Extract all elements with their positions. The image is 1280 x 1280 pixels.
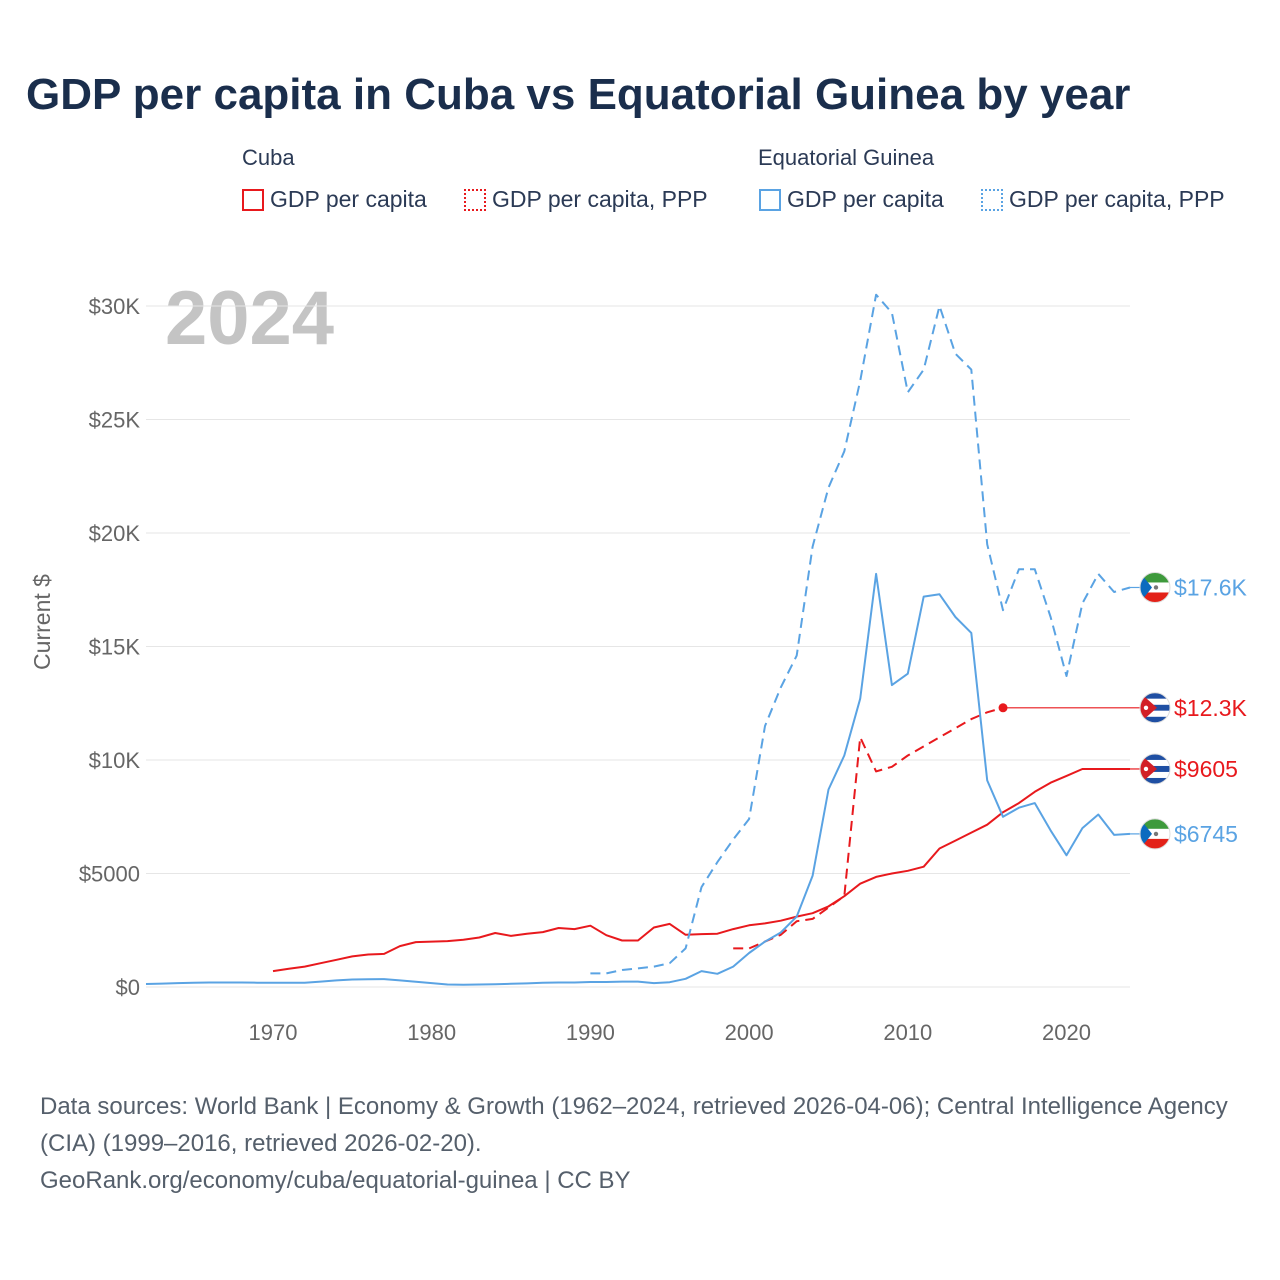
flag-border <box>1139 692 1171 724</box>
flag-triangle <box>1140 753 1157 784</box>
legend-swatch-dotted-red <box>464 188 486 211</box>
y-tick-label: $0 <box>116 975 140 1000</box>
legend-label: GDP per capita, PPP <box>1009 186 1225 212</box>
flag-star <box>1143 705 1149 710</box>
flag-body <box>1140 818 1170 849</box>
flag-triangle <box>1140 572 1152 603</box>
flag-emblem <box>1153 585 1159 590</box>
legend-label: GDP per capita <box>787 186 944 212</box>
flag-stripe <box>1140 692 1170 699</box>
legend-swatch-dotted-blue <box>981 188 1003 211</box>
flag-body <box>1140 692 1170 723</box>
legend-item-eg-gdp-ppp[interactable]: GDP per capita, PPP <box>981 186 1225 213</box>
chart-title: GDP per capita in Cuba vs Equatorial Gui… <box>26 70 1131 119</box>
x-tick-label: 2010 <box>883 1020 932 1045</box>
flag-stripe <box>1140 753 1170 760</box>
series-layer <box>145 293 1131 986</box>
series-line-0 <box>272 768 1130 973</box>
y-tick-label: $20K <box>89 521 141 546</box>
series-end-label: $6745 <box>1174 821 1238 847</box>
series-line-1 <box>733 706 1004 950</box>
grid-layer <box>146 305 1130 988</box>
legend-group-equatorial-guinea: Equatorial Guinea <box>758 145 935 170</box>
y-tick-label: $15K <box>89 635 141 660</box>
flag-stripe <box>1140 704 1170 711</box>
flag-stripe <box>1140 572 1170 583</box>
legend-label: GDP per capita, PPP <box>492 186 708 212</box>
flag-border <box>1139 753 1171 785</box>
flag-stripe <box>1140 828 1170 839</box>
flag-triangle <box>1140 692 1157 723</box>
x-tick-label: 1970 <box>248 1020 297 1045</box>
x-tick-label: 1990 <box>566 1020 615 1045</box>
x-tick-label: 1980 <box>407 1020 456 1045</box>
flag-body <box>1140 753 1170 784</box>
series-line-2 <box>145 572 1131 986</box>
equatorial-guinea-flag-icon <box>1139 818 1171 850</box>
attribution: GeoRank.org/economy/cuba/equatorial-guin… <box>40 1167 631 1194</box>
flag-stripe <box>1140 698 1170 705</box>
flag-stripe <box>1140 771 1170 778</box>
axis-layer: $0 $5000 $10K $15K $20K $25K $30K 1970 1980 1990 2… <box>79 294 1091 1045</box>
flag-border <box>1139 818 1171 850</box>
flag-stripe <box>1140 592 1170 603</box>
flag-stripe <box>1140 759 1170 766</box>
footer: Data sources: World Bank | Economy & Gro… <box>40 1088 1240 1199</box>
flag-emblem <box>1153 831 1159 837</box>
y-tick-label: $30K <box>89 294 141 319</box>
series-end-label: $12.3K <box>1174 695 1248 721</box>
y-tick-label: $25K <box>89 408 141 433</box>
legend-swatch-solid-blue <box>759 188 781 211</box>
legend-label: GDP per capita <box>270 186 427 212</box>
series-end-label: $9605 <box>1174 756 1238 782</box>
series-line-3 <box>590 293 1131 975</box>
flag-stripe <box>1140 818 1170 829</box>
flag-stripe <box>1140 710 1170 717</box>
flag-border <box>1139 571 1171 603</box>
cuba-flag-icon <box>1139 692 1171 724</box>
y-tick-label: $5000 <box>79 862 140 887</box>
flag-star <box>1143 766 1149 772</box>
flag-stripe <box>1140 777 1170 784</box>
y-tick-label: $10K <box>89 748 141 773</box>
cuba-flag-icon <box>1139 753 1171 785</box>
flag-stripe <box>1140 838 1170 849</box>
flag-stripe <box>1140 765 1170 772</box>
legend-swatch-solid-red <box>242 188 264 211</box>
end-label-layer: $9605 $12.3K $6745 $17.6K <box>998 571 1248 850</box>
flag-stripe <box>1140 582 1170 593</box>
flag-triangle <box>1140 818 1152 849</box>
flag-stripe <box>1140 716 1170 723</box>
legend-item-eg-gdp[interactable]: GDP per capita <box>759 186 944 213</box>
x-tick-label: 2000 <box>725 1020 774 1045</box>
data-sources: Data sources: World Bank | Economy & Gro… <box>40 1093 1228 1157</box>
y-axis-label: Current $ <box>29 574 55 670</box>
legend-group-cuba: Cuba <box>242 145 295 170</box>
x-tick-label: 2020 <box>1042 1020 1091 1045</box>
year-watermark: 2024 <box>165 276 334 361</box>
equatorial-guinea-flag-icon <box>1139 571 1171 603</box>
legend-item-cuba-gdp-ppp[interactable]: GDP per capita, PPP <box>464 186 708 213</box>
flag-body <box>1140 572 1170 603</box>
series-end-label: $17.6K <box>1174 574 1248 600</box>
legend-item-cuba-gdp[interactable]: GDP per capita <box>242 186 427 213</box>
series-end-dot <box>998 703 1008 713</box>
